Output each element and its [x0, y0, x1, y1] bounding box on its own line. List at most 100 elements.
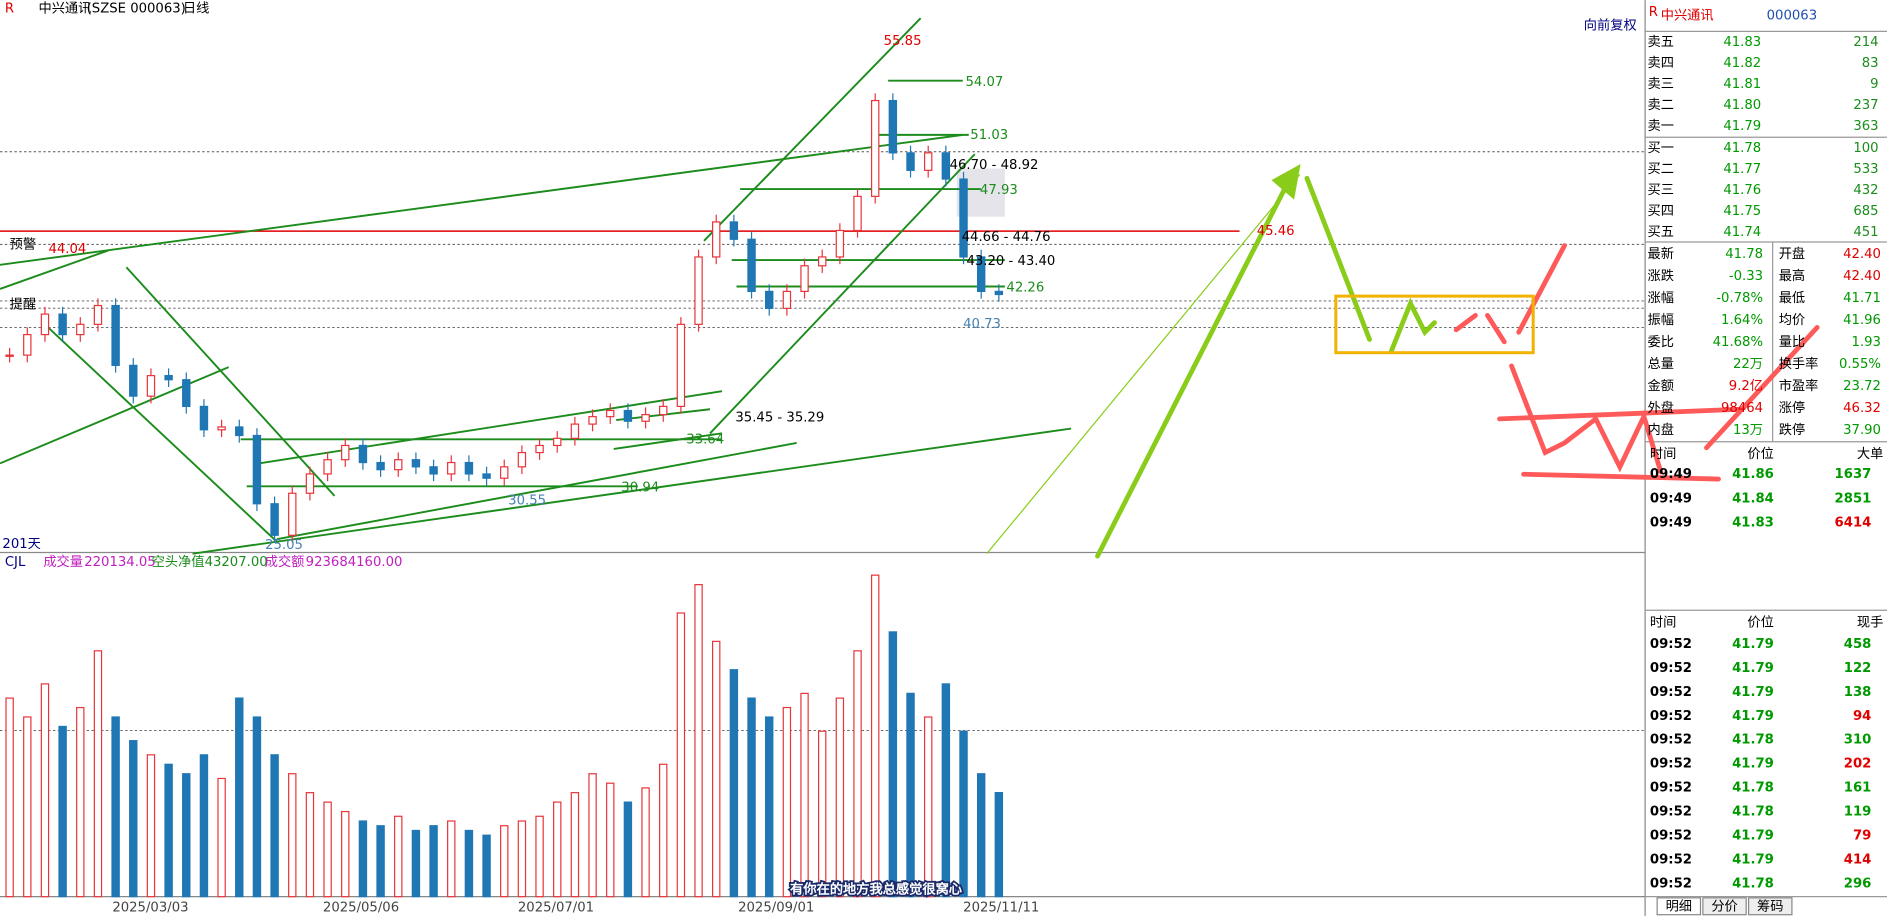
candle [588, 416, 597, 425]
tick-price: 41.79 [1732, 709, 1774, 724]
volume-bar [976, 773, 986, 898]
tick-volume: 202 [1844, 757, 1872, 772]
volume-bar [588, 773, 597, 898]
stat-value: 9.2亿 [1729, 378, 1763, 394]
stat-label: 跌停 [1779, 421, 1805, 438]
candle [394, 459, 403, 471]
tab[interactable] [1656, 897, 1702, 916]
volume-bar [323, 801, 332, 898]
price-annotation: 40.73 [963, 317, 1001, 332]
price-annotation: 46.70 - 48.92 [950, 158, 1039, 173]
big-order-header: 大单 [1857, 446, 1883, 462]
tick-volume: 119 [1844, 805, 1872, 820]
tick-volume: 310 [1844, 733, 1872, 748]
big-order-time: 09:49 [1650, 491, 1692, 506]
stat-value: 42.40 [1843, 247, 1881, 262]
stat-value: 41.68% [1713, 335, 1763, 350]
date-label: 2025/09/01 [738, 900, 814, 915]
candle [5, 354, 14, 357]
volume-bar [853, 650, 862, 898]
volume-bar [623, 801, 633, 898]
tick-time: 09:52 [1650, 733, 1692, 748]
tick-price: 41.79 [1732, 757, 1774, 772]
tick-volume: 161 [1844, 781, 1872, 796]
book-volume: 451 [1853, 225, 1878, 240]
stat-value: 1.64% [1721, 313, 1763, 328]
candle [976, 256, 986, 292]
candle [270, 503, 279, 536]
tick-volume: 458 [1844, 637, 1872, 652]
tab[interactable] [1702, 897, 1747, 916]
restore-mode: 向前复权 [1584, 16, 1637, 33]
tab-label[interactable]: 明细 [1666, 898, 1692, 914]
volume-bar [23, 716, 32, 898]
volume-bar [93, 650, 103, 898]
volume-bar [765, 716, 774, 898]
book-volume: 432 [1853, 183, 1878, 198]
volume-bar [712, 640, 721, 898]
book-label: 买五 [1648, 224, 1674, 240]
tick-header: 现手 [1857, 614, 1883, 630]
candle [853, 195, 862, 232]
candle [535, 444, 544, 454]
volume-bar [182, 773, 191, 898]
candle [835, 229, 845, 258]
stat-label: 金额 [1648, 378, 1674, 394]
candle [252, 434, 262, 505]
stat-value: -0.33 [1729, 269, 1763, 284]
tick-price: 41.79 [1732, 661, 1774, 676]
stat-label: 委比 [1648, 334, 1674, 350]
big-order-header: 时间 [1650, 446, 1676, 462]
candle [217, 426, 226, 431]
period: 日线 [183, 1, 209, 17]
candle [199, 405, 209, 431]
volume-bar [358, 820, 368, 898]
volume-bar [40, 683, 50, 898]
volume-bar [5, 697, 14, 898]
stat-value: 37.90 [1843, 423, 1881, 438]
candle [40, 313, 50, 336]
book-label: 卖二 [1648, 97, 1674, 113]
stat-label: 量比 [1779, 334, 1805, 350]
stat-value: -0.78% [1716, 291, 1763, 306]
price-annotation: 44.66 - 44.76 [962, 230, 1051, 245]
volume-bar [376, 825, 385, 898]
volume-bar [570, 792, 580, 898]
volume-bar [782, 706, 792, 898]
candle [164, 375, 173, 381]
price-annotation: 51.03 [970, 128, 1008, 143]
quote-code: 000063 [1767, 9, 1817, 24]
candle [358, 444, 368, 464]
tick-time: 09:52 [1650, 685, 1692, 700]
price-annotation: 35.45 - 35.29 [735, 411, 824, 426]
book-price: 41.82 [1723, 56, 1761, 71]
stat-value: 1.93 [1852, 335, 1881, 350]
volume-bar [535, 815, 544, 898]
tick-price: 41.78 [1732, 876, 1774, 891]
big-order-price: 41.86 [1732, 467, 1774, 482]
tick-time: 09:52 [1650, 876, 1692, 891]
volume-bar [888, 631, 898, 898]
book-volume: 685 [1853, 204, 1878, 219]
volume-bar [676, 612, 686, 898]
stat-value: 98464 [1721, 401, 1763, 416]
indicator-value: 923684160.00 [306, 555, 403, 570]
tick-price: 41.79 [1732, 829, 1774, 844]
tab-label[interactable]: 筹码 [1757, 897, 1783, 914]
candle [817, 256, 827, 267]
tick-price: 41.78 [1732, 733, 1774, 748]
tab-label[interactable]: 分价 [1711, 898, 1737, 914]
book-label: 买一 [1648, 140, 1674, 156]
candle [23, 334, 32, 356]
quote-mark: R [1649, 5, 1658, 20]
indicator-name: CJL [5, 555, 26, 570]
book-volume: 83 [1862, 56, 1879, 71]
volume-bar [146, 754, 156, 898]
tick-time: 09:52 [1650, 852, 1692, 867]
tick-price: 41.79 [1732, 637, 1774, 652]
tab[interactable] [1748, 897, 1793, 916]
book-price: 41.79 [1723, 119, 1761, 134]
volume-bar [429, 825, 438, 898]
